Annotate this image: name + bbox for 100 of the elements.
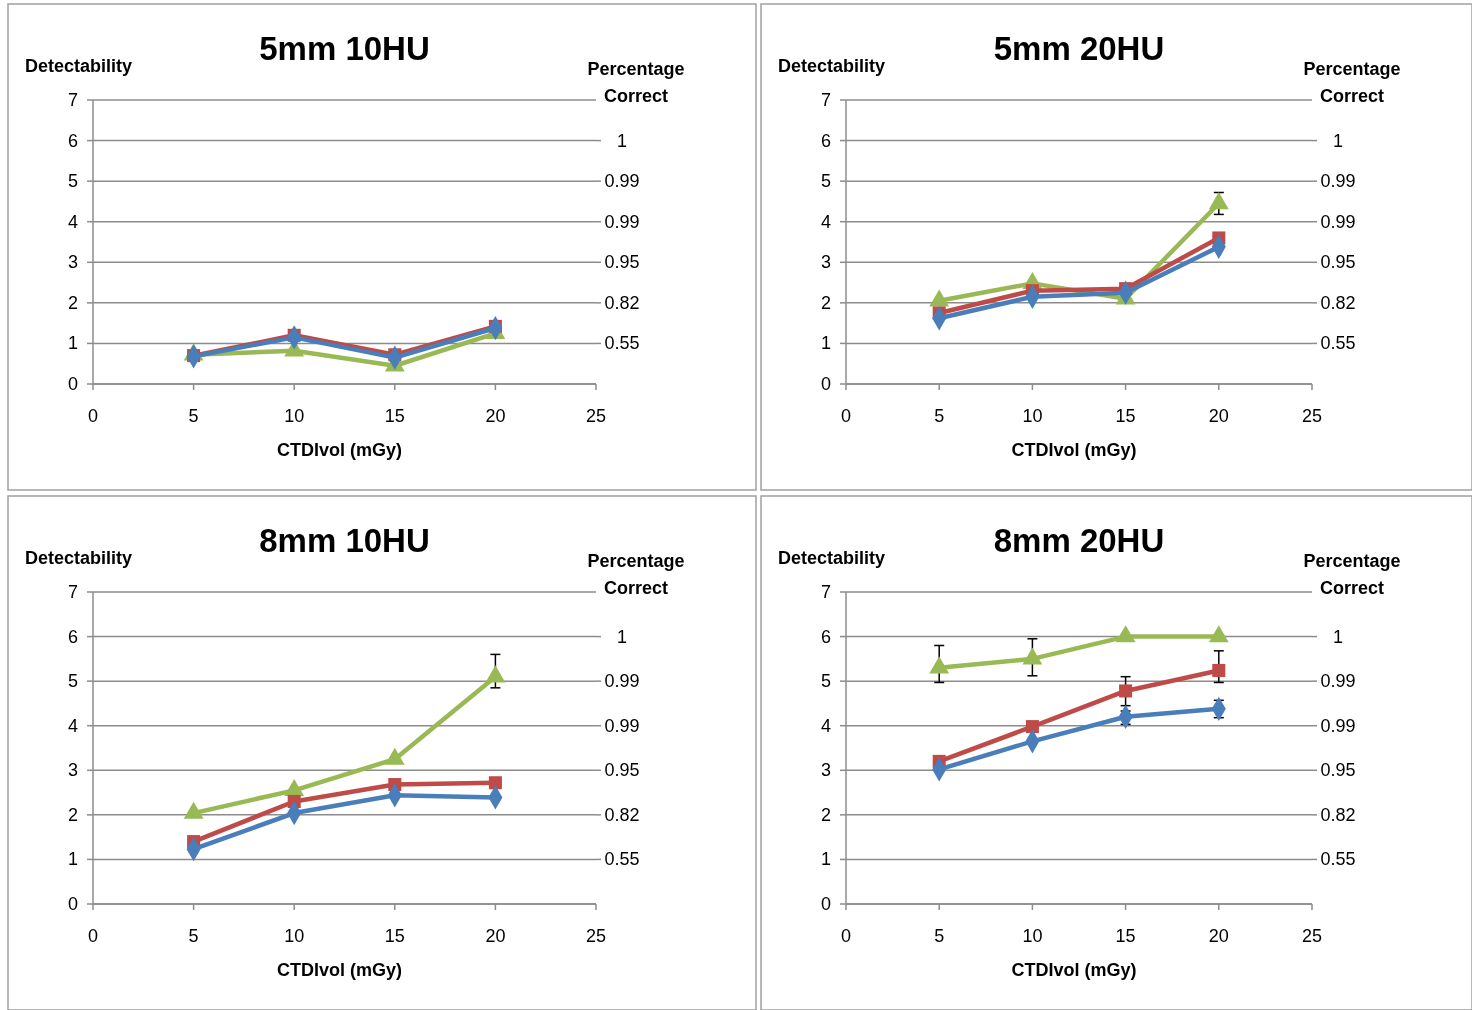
y-tick-label: 2: [67, 804, 79, 825]
text: 0.95: [604, 252, 640, 273]
x-tick-label: 0: [840, 926, 852, 946]
y2-axis-title: Percentage Correct: [587, 551, 685, 598]
y-tick-label: 2: [820, 292, 832, 313]
x-tick-label: 20: [1208, 926, 1229, 946]
text: 0.82: [1320, 804, 1356, 825]
y-tick-label: 7: [820, 90, 832, 110]
text: 0.95: [1320, 760, 1356, 781]
text: 0.99: [604, 211, 640, 232]
text: 1: [1332, 130, 1344, 151]
y-tick-label: 1: [820, 849, 832, 870]
x-tick-label: 25: [585, 926, 607, 946]
y-tick-label: 1: [820, 333, 832, 354]
text: 0.95: [1320, 252, 1356, 273]
y2-axis-title: Percentage Correct: [1303, 551, 1401, 598]
y-tick-label: 0: [820, 374, 832, 394]
y-tick-label: 5: [67, 171, 79, 192]
x-tick-label: 10: [284, 406, 305, 426]
x-tick-label: 25: [1301, 406, 1323, 426]
x-axis-title: CTDIvol (mGy): [1011, 440, 1137, 460]
y-tick-label: 5: [820, 171, 832, 192]
x-tick-label: 25: [585, 406, 607, 426]
y-axis-title: Detectability: [25, 56, 133, 76]
text: 0.99: [1320, 171, 1356, 192]
text: 0.55: [604, 333, 640, 354]
y-tick-label: 2: [67, 292, 79, 313]
y2-axis-title: Percentage Correct: [1303, 59, 1401, 106]
x-tick-label: 10: [1022, 406, 1043, 426]
text: 0.82: [1320, 292, 1356, 313]
text: 0.82: [604, 804, 640, 825]
x-tick-label: 0: [87, 406, 99, 426]
y-tick-label: 0: [820, 894, 832, 914]
y-tick-label: 6: [820, 130, 832, 151]
text: 0.99: [604, 671, 640, 692]
x-tick-label: 15: [1115, 926, 1136, 946]
point: [1119, 684, 1133, 698]
text: 1: [1332, 626, 1344, 647]
point: [929, 656, 950, 674]
y-tick-label: 0: [67, 374, 79, 394]
text: 0.99: [604, 171, 640, 192]
x-tick-label: 15: [384, 406, 405, 426]
y-tick-label: 3: [67, 252, 79, 273]
x-tick-label: 5: [188, 406, 199, 426]
y-tick-label: 1: [67, 333, 79, 354]
x-axis-title: CTDIvol (mGy): [1011, 960, 1137, 980]
y-tick-label: 2: [820, 804, 832, 825]
y-tick-label: 3: [820, 760, 832, 781]
y-tick-label: 6: [820, 626, 832, 647]
y-tick-label: 3: [820, 252, 832, 273]
text: 0.95: [604, 760, 640, 781]
x-axis-title: CTDIvol (mGy): [276, 440, 403, 460]
chart-title: 8mm 10HU: [259, 522, 430, 559]
y-tick-label: 4: [67, 211, 79, 232]
x-tick-label: 15: [384, 926, 405, 946]
y-tick-label: 6: [67, 626, 79, 647]
text: 0.55: [604, 849, 640, 870]
chart-title: 8mm 20HU: [993, 522, 1165, 559]
point: [488, 776, 502, 790]
point: [1025, 720, 1039, 734]
x-tick-label: 0: [87, 926, 99, 946]
text: 0.55: [1320, 849, 1356, 870]
y-tick-label: 7: [67, 90, 79, 110]
x-tick-label: 5: [934, 926, 945, 946]
y-axis-title: Detectability: [778, 548, 886, 568]
point: [1022, 647, 1043, 665]
y-tick-label: 0: [67, 894, 79, 914]
point: [1208, 192, 1229, 210]
x-tick-label: 10: [1022, 926, 1043, 946]
x-tick-label: 25: [1301, 926, 1323, 946]
x-tick-label: 20: [1208, 406, 1229, 426]
x-tick-label: 5: [934, 406, 945, 426]
x-tick-label: 10: [284, 926, 305, 946]
y-axis-title: Detectability: [778, 56, 886, 76]
y-tick-label: 4: [820, 211, 832, 232]
point: [1212, 663, 1226, 677]
y-tick-label: 7: [67, 582, 79, 602]
chart-title: 5mm 20HU: [993, 30, 1165, 67]
point: [1115, 625, 1136, 643]
point: [1208, 625, 1229, 643]
point: [485, 665, 506, 683]
y-tick-label: 7: [820, 582, 832, 602]
y-axis-title: Detectability: [25, 548, 133, 568]
text: 0.99: [604, 715, 640, 736]
y-tick-label: 5: [820, 671, 832, 692]
y-tick-label: 4: [820, 715, 832, 736]
x-axis-title: CTDIvol (mGy): [276, 960, 403, 980]
y-tick-label: 3: [67, 760, 79, 781]
y-tick-label: 4: [67, 715, 79, 736]
x-tick-label: 0: [840, 406, 852, 426]
y-tick-label: 1: [67, 849, 79, 870]
text: 0.55: [1320, 333, 1356, 354]
y-tick-label: 5: [67, 671, 79, 692]
text: 0.99: [1320, 715, 1356, 736]
y-tick-label: 6: [67, 130, 79, 151]
text: 1: [616, 626, 628, 647]
x-tick-label: 5: [188, 926, 199, 946]
text: 0.99: [1320, 671, 1356, 692]
y2-axis-title: Percentage Correct: [587, 59, 685, 106]
text: 0.99: [1320, 211, 1356, 232]
